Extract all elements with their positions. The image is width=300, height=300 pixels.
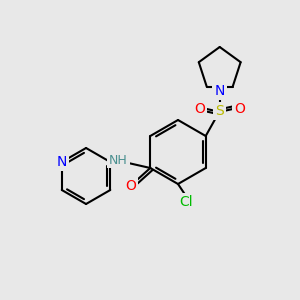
Text: O: O: [194, 102, 205, 116]
Text: N: N: [57, 155, 67, 169]
Text: Cl: Cl: [179, 195, 193, 209]
Text: O: O: [125, 179, 136, 193]
Text: N: N: [214, 84, 225, 98]
Text: NH: NH: [109, 154, 128, 166]
Text: S: S: [215, 104, 224, 118]
Text: O: O: [234, 102, 245, 116]
